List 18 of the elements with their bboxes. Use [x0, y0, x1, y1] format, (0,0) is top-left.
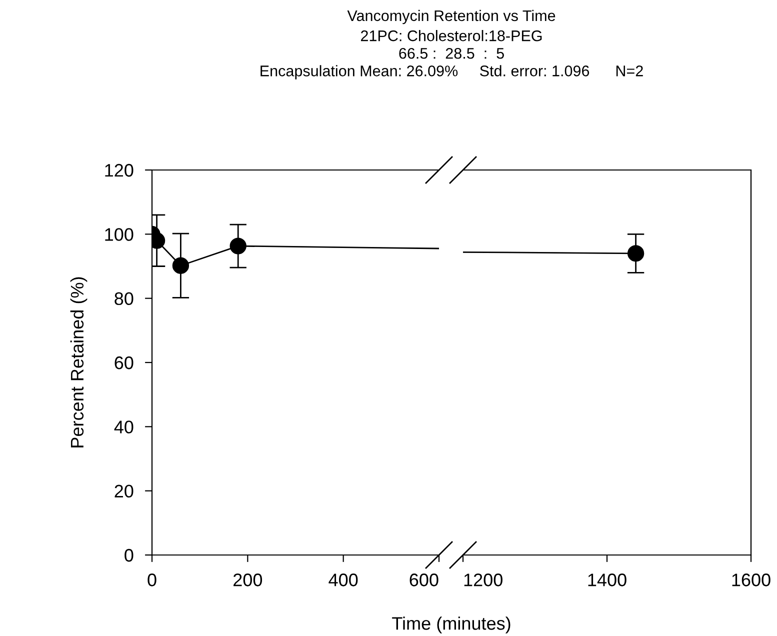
x-tick-label: 200	[234, 574, 262, 586]
y-tick-label: 40	[114, 420, 134, 434]
x-tick-label: 1600	[732, 574, 770, 586]
y-tick-label: 120	[105, 164, 134, 177]
x-tick-label: 0	[148, 574, 156, 586]
x-tick-label: 600	[410, 574, 438, 586]
x-tick-label: 1400	[588, 574, 626, 586]
y-tick-label: 80	[114, 292, 134, 306]
y-tick-label: 100	[105, 228, 134, 241]
y-tick-label: 0	[124, 548, 134, 562]
x-axis-title: Time (minutes)	[392, 616, 510, 634]
y-axis-title: Percent Retained (%)	[70, 277, 88, 448]
chart-subtitle: 21PC: Cholesterol:18-PEG 66.5 : 28.5 : 5 Encapsulation Mean: 26.09% Std. error: 1.096 N=2	[260, 30, 643, 80]
x-tick-label: 400	[328, 574, 358, 586]
y-tick-label: 20	[114, 484, 134, 498]
y-tick-label: 60	[114, 356, 134, 370]
x-tick-label: 1200	[464, 574, 502, 586]
chart-title: Vancomycin Retention vs Time	[347, 10, 556, 24]
